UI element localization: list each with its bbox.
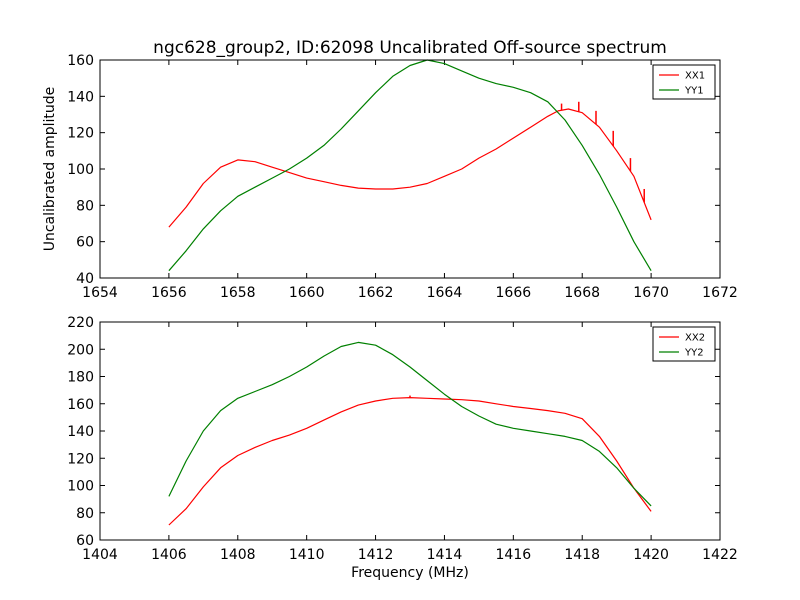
series-line-xx1 xyxy=(168,108,652,228)
y-axis-label: Uncalibrated amplitude xyxy=(42,87,58,252)
y-tick-label: 220 xyxy=(67,315,94,331)
series-line-yy1 xyxy=(168,59,652,272)
y-tick-label: 160 xyxy=(67,53,94,69)
y-tick-label: 180 xyxy=(67,370,94,386)
y-tick-label: 120 xyxy=(67,126,94,142)
y-tick-label: 140 xyxy=(67,89,94,105)
x-tick-label: 1666 xyxy=(496,285,532,301)
y-tick-label: 80 xyxy=(76,506,94,522)
y-tick-label: 60 xyxy=(76,533,94,549)
x-tick-label: 1414 xyxy=(427,547,463,563)
series-line-yy2 xyxy=(168,341,652,507)
x-tick-label: 1418 xyxy=(564,547,600,563)
x-tick-label: 1408 xyxy=(220,547,256,563)
x-tick-label: 1404 xyxy=(82,547,118,563)
axes-frame xyxy=(99,59,721,279)
y-tick-label: 120 xyxy=(67,451,94,467)
y-tick-label: 100 xyxy=(67,479,94,495)
legend-label: YY1 xyxy=(684,86,704,97)
y-tick-label: 80 xyxy=(76,198,94,214)
legend-label: XX2 xyxy=(685,333,705,344)
legend-box xyxy=(652,326,716,362)
x-tick-label: 1658 xyxy=(220,285,256,301)
x-tick-label: 1420 xyxy=(633,547,669,563)
y-tick-label: 160 xyxy=(67,397,94,413)
figure-title: ngc628_group2, ID:62098 Uncalibrated Off… xyxy=(153,38,667,58)
bottom-panel: 1404 1406 1408 1410 1412 1414 1416 1418 1420 1422… xyxy=(67,315,738,563)
x-tick-label: 1656 xyxy=(151,285,187,301)
x-tick-label: 1672 xyxy=(702,285,738,301)
x-tick-label: 1412 xyxy=(358,547,394,563)
legend-box xyxy=(652,64,716,100)
top-panel: 1654 1656 1658 1660 1662 1664 1666 1668 1670 1672… xyxy=(67,53,738,301)
x-tick-label: 1670 xyxy=(633,285,669,301)
y-tick-label: 100 xyxy=(67,162,94,178)
y-tick-label: 40 xyxy=(76,271,94,287)
x-tick-label: 1416 xyxy=(496,547,532,563)
x-tick-label: 1664 xyxy=(427,285,463,301)
legend-label: YY2 xyxy=(684,348,704,359)
y-tick-label: 60 xyxy=(76,235,94,251)
legend-label: XX1 xyxy=(685,71,705,82)
y-tick-label: 140 xyxy=(67,424,94,440)
x-tick-label: 1422 xyxy=(702,547,738,563)
x-tick-label: 1406 xyxy=(151,547,187,563)
x-tick-label: 1410 xyxy=(289,547,325,563)
axes-frame xyxy=(99,321,721,541)
x-tick-label: 1654 xyxy=(82,285,118,301)
x-axis-label: Frequency (MHz) xyxy=(351,565,469,581)
x-tick-label: 1662 xyxy=(358,285,394,301)
x-tick-label: 1660 xyxy=(289,285,325,301)
x-tick-label: 1668 xyxy=(564,285,600,301)
y-tick-label: 200 xyxy=(67,342,94,358)
